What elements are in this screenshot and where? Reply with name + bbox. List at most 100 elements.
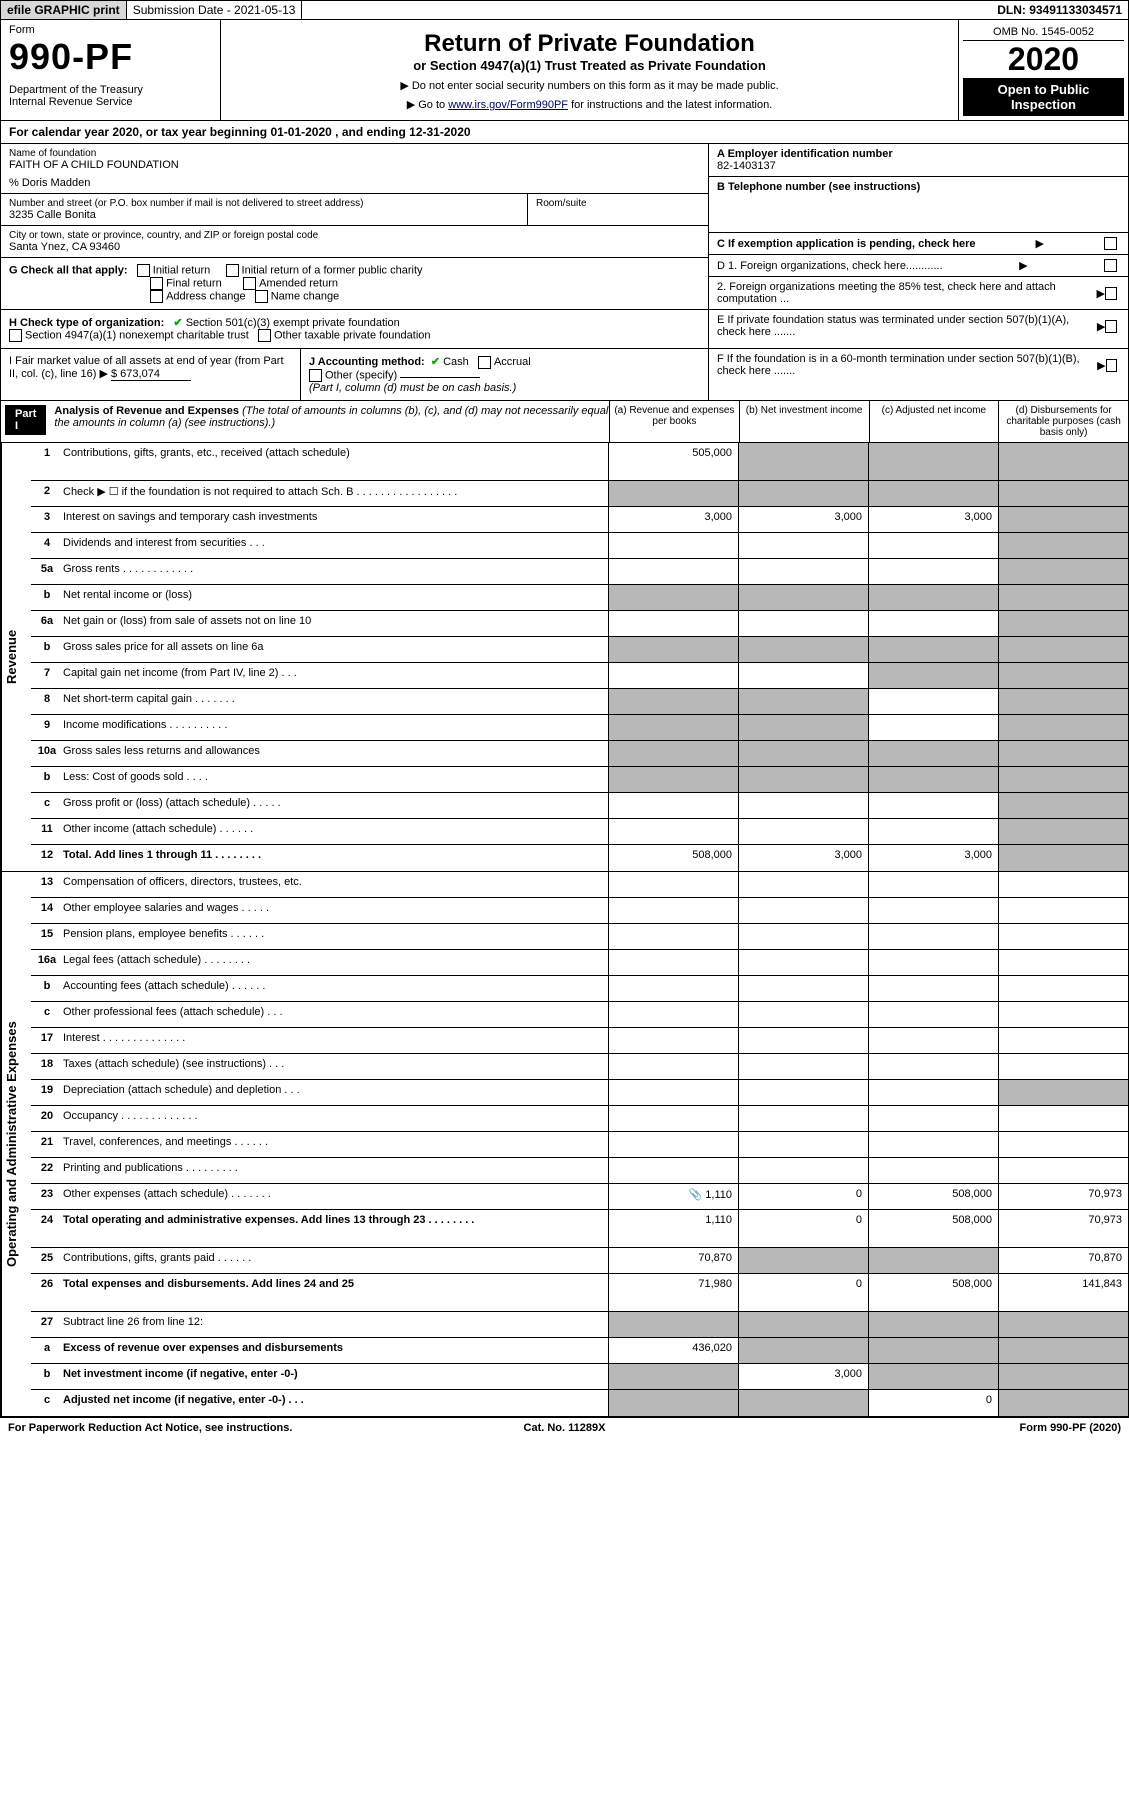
table-row: 27Subtract line 26 from line 12:: [31, 1312, 1128, 1338]
check-4947[interactable]: [9, 329, 22, 342]
city: Santa Ynez, CA 93460: [9, 241, 700, 253]
efile-print: efile GRAPHIC print: [1, 1, 127, 19]
foundation-name: FAITH OF A CHILD FOUNDATION: [9, 159, 700, 171]
care-of: % Doris Madden: [9, 177, 700, 189]
d2: 2. Foreign organizations meeting the 85%…: [717, 281, 1096, 305]
table-row: 4Dividends and interest from securities …: [31, 533, 1128, 559]
table-row: 19Depreciation (attach schedule) and dep…: [31, 1080, 1128, 1106]
h-label: H Check type of organization:: [9, 317, 164, 329]
ein: 82-1403137: [717, 160, 1120, 172]
instr-link[interactable]: www.irs.gov/Form990PF: [448, 99, 568, 111]
table-row: 7Capital gain net income (from Part IV, …: [31, 663, 1128, 689]
calendar-year: For calendar year 2020, or tax year begi…: [0, 121, 1129, 144]
table-row: 6aNet gain or (loss) from sale of assets…: [31, 611, 1128, 637]
check-initial-former[interactable]: [226, 264, 239, 277]
table-row: 12Total. Add lines 1 through 11 . . . . …: [31, 845, 1128, 871]
table-row: bGross sales price for all assets on lin…: [31, 637, 1128, 663]
table-row: aExcess of revenue over expenses and dis…: [31, 1338, 1128, 1364]
table-row: 17Interest . . . . . . . . . . . . . .: [31, 1028, 1128, 1054]
table-row: 15Pension plans, employee benefits . . .…: [31, 924, 1128, 950]
street: 3235 Calle Bonita: [9, 209, 519, 221]
table-row: bLess: Cost of goods sold . . . .: [31, 767, 1128, 793]
check-d2[interactable]: [1105, 287, 1117, 300]
table-row: cGross profit or (loss) (attach schedule…: [31, 793, 1128, 819]
table-row: bNet rental income or (loss): [31, 585, 1128, 611]
check-f[interactable]: [1106, 359, 1117, 372]
check-other-tax[interactable]: [258, 329, 271, 342]
instr1: ▶ Do not enter social security numbers o…: [229, 79, 950, 92]
table-row: 18Taxes (attach schedule) (see instructi…: [31, 1054, 1128, 1080]
city-label: City or town, state or province, country…: [9, 230, 700, 241]
col-a: (a) Revenue and expenses per books: [609, 401, 739, 442]
table-row: 1Contributions, gifts, grants, etc., rec…: [31, 443, 1128, 481]
check-cash-icon: [431, 356, 440, 368]
table-row: 20Occupancy . . . . . . . . . . . . .: [31, 1106, 1128, 1132]
submission-date: Submission Date - 2021-05-13: [127, 1, 303, 19]
room-label: Room/suite: [536, 198, 700, 209]
table-row: 5aGross rents . . . . . . . . . . . .: [31, 559, 1128, 585]
check-e[interactable]: [1105, 320, 1117, 333]
table-row: 14Other employee salaries and wages . . …: [31, 898, 1128, 924]
i-value: $ 673,074: [111, 368, 191, 381]
table-row: 26Total expenses and disbursements. Add …: [31, 1274, 1128, 1312]
table-row: 21Travel, conferences, and meetings . . …: [31, 1132, 1128, 1158]
table-row: cOther professional fees (attach schedul…: [31, 1002, 1128, 1028]
j-label: J Accounting method:: [309, 356, 425, 368]
table-row: 11Other income (attach schedule) . . . .…: [31, 819, 1128, 845]
expense-tab: Operating and Administrative Expenses: [1, 872, 31, 1416]
check-final[interactable]: [150, 277, 163, 290]
check-accrual[interactable]: [478, 356, 491, 369]
table-row: cAdjusted net income (if negative, enter…: [31, 1390, 1128, 1416]
table-row: 25Contributions, gifts, grants paid . . …: [31, 1248, 1128, 1274]
part1-header: Part I Analysis of Revenue and Expenses …: [0, 401, 1129, 443]
footer-right: Form 990-PF (2020): [750, 1422, 1121, 1434]
section-ijf: I Fair market value of all assets at end…: [0, 349, 1129, 401]
table-row: 10aGross sales less returns and allowanc…: [31, 741, 1128, 767]
org-info: Name of foundation FAITH OF A CHILD FOUN…: [0, 144, 1129, 349]
table-row: 8Net short-term capital gain . . . . . .…: [31, 689, 1128, 715]
addr-label: Number and street (or P.O. box number if…: [9, 198, 519, 209]
check-addr-change[interactable]: [150, 290, 163, 303]
col-c: (c) Adjusted net income: [869, 401, 999, 442]
table-row: 16aLegal fees (attach schedule) . . . . …: [31, 950, 1128, 976]
table-row: 2Check ▶ ☐ if the foundation is not requ…: [31, 481, 1128, 507]
dept: Department of the Treasury Internal Reve…: [9, 84, 212, 108]
part1-label: Part I: [5, 405, 46, 435]
check-c[interactable]: [1104, 237, 1117, 250]
form-label: Form: [9, 24, 212, 36]
table-row: 3Interest on savings and temporary cash …: [31, 507, 1128, 533]
footer-left: For Paperwork Reduction Act Notice, see …: [8, 1422, 379, 1434]
open-public: Open to Public Inspection: [963, 78, 1124, 116]
table-row: 24Total operating and administrative exp…: [31, 1210, 1128, 1248]
form-subtitle: or Section 4947(a)(1) Trust Treated as P…: [229, 58, 950, 73]
check-d1[interactable]: [1104, 259, 1117, 272]
tax-year: 2020: [963, 41, 1124, 78]
top-bar: efile GRAPHIC print Submission Date - 20…: [0, 0, 1129, 20]
check-other-acct[interactable]: [309, 369, 322, 382]
form-title: Return of Private Foundation: [229, 30, 950, 58]
c-label: C If exemption application is pending, c…: [717, 238, 976, 250]
e: E If private foundation status was termi…: [717, 314, 1097, 338]
omb: OMB No. 1545-0052: [963, 24, 1124, 41]
d1: D 1. Foreign organizations, check here..…: [717, 260, 943, 272]
check-initial[interactable]: [137, 264, 150, 277]
part1-title: Analysis of Revenue and Expenses: [54, 405, 239, 417]
col-b: (b) Net investment income: [739, 401, 869, 442]
expense-grid: Operating and Administrative Expenses 13…: [0, 872, 1129, 1417]
footer-mid: Cat. No. 11289X: [379, 1422, 750, 1434]
table-row: bAccounting fees (attach schedule) . . .…: [31, 976, 1128, 1002]
table-row: bNet investment income (if negative, ent…: [31, 1364, 1128, 1390]
check-amended[interactable]: [243, 277, 256, 290]
j-note: (Part I, column (d) must be on cash basi…: [309, 382, 516, 394]
form-number: 990-PF: [9, 36, 212, 78]
check-name-change[interactable]: [255, 290, 268, 303]
attach-icon[interactable]: 📎: [689, 1189, 703, 1201]
revenue-tab: Revenue: [1, 443, 31, 871]
check-501c3-icon: [173, 317, 182, 329]
tel-label: B Telephone number (see instructions): [717, 181, 920, 193]
revenue-grid: Revenue 1Contributions, gifts, grants, e…: [0, 443, 1129, 872]
g-label: G Check all that apply:: [9, 264, 128, 276]
f: F If the foundation is in a 60-month ter…: [717, 353, 1097, 377]
ein-label: A Employer identification number: [717, 148, 893, 160]
table-row: 13Compensation of officers, directors, t…: [31, 872, 1128, 898]
